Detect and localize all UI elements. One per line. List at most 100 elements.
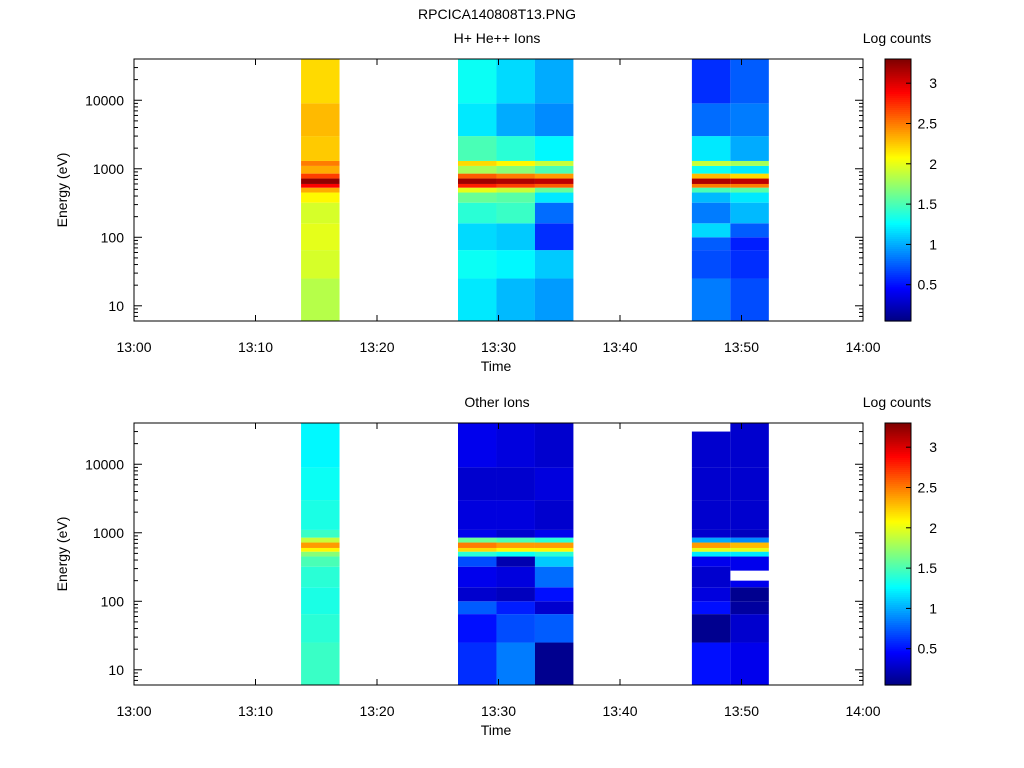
y-tick-label: 1000 — [93, 161, 124, 177]
colorbar-swatch — [885, 672, 911, 676]
colorbar-swatch — [885, 302, 911, 306]
colorbar-swatch — [885, 125, 911, 129]
heatmap-cell — [458, 192, 497, 203]
heatmap-cell — [458, 103, 497, 137]
colorbar-swatch — [885, 179, 911, 183]
colorbar-swatch — [885, 165, 911, 169]
heatmap-cell — [534, 187, 574, 193]
colorbar-swatch — [885, 457, 911, 460]
x-tick-label: 13:50 — [724, 703, 759, 719]
colorbar-tick-label: 2 — [929, 156, 937, 172]
heatmap-cell — [496, 192, 535, 203]
heatmap-cell — [301, 614, 340, 643]
heatmap-cell — [496, 566, 535, 588]
colorbar-swatch — [885, 296, 911, 300]
colorbar-swatch — [885, 447, 911, 450]
colorbar-swatch — [885, 256, 911, 260]
colorbar-swatch — [885, 493, 911, 497]
colorbar-swatch — [885, 541, 911, 545]
x-tick-label: 13:10 — [238, 703, 273, 719]
heatmap-cell — [496, 587, 535, 602]
chart-title: Other Ions — [464, 394, 529, 410]
heatmap-cell — [301, 556, 340, 567]
colorbar-swatch — [885, 505, 911, 509]
colorbar-swatch — [885, 286, 911, 290]
heatmap-cell — [691, 173, 731, 179]
colorbar-swatch — [885, 602, 911, 605]
heatmap-cells — [301, 59, 769, 321]
heatmap-cell — [534, 178, 574, 184]
heatmap-cell — [730, 59, 769, 104]
colorbar-tick-label: 1.5 — [918, 560, 938, 576]
colorbar-swatch — [885, 495, 911, 499]
colorbar-swatch — [885, 648, 911, 652]
colorbar-tick-label: 1 — [929, 600, 937, 616]
colorbar-swatch — [885, 318, 911, 322]
colorbar-label: Log counts — [863, 394, 932, 410]
x-tick-label: 13:10 — [238, 339, 273, 355]
colorbar-swatch — [885, 588, 911, 591]
colorbar-swatch — [885, 439, 911, 442]
colorbar-swatch — [885, 268, 911, 272]
colorbar-swatch — [885, 260, 911, 264]
colorbar-swatch — [885, 620, 911, 624]
heatmap-cell — [534, 551, 574, 557]
heatmap-cell — [691, 250, 731, 279]
heatmap-cell — [730, 556, 769, 571]
colorbar-swatch — [885, 545, 911, 549]
colorbar-swatch — [885, 566, 911, 569]
colorbar-swatch — [885, 435, 911, 438]
heatmap-cell — [691, 551, 731, 557]
heatmap-cell — [458, 250, 497, 279]
colorbar-swatch — [885, 294, 911, 298]
heatmap-cell — [496, 642, 535, 685]
colorbar-swatch — [885, 584, 911, 587]
heatmap-cell — [534, 173, 574, 179]
colorbar-swatch — [885, 79, 911, 82]
colorbar-swatch — [885, 183, 911, 187]
colorbar-swatch — [885, 109, 911, 112]
colorbar-swatch — [885, 133, 911, 137]
colorbar-swatch — [885, 664, 911, 668]
colorbar-swatch — [885, 192, 911, 195]
heatmap-cell — [458, 547, 497, 552]
heatmap-cell — [534, 202, 574, 224]
colorbar-swatch — [885, 670, 911, 674]
colorbar-swatch — [885, 131, 911, 135]
colorbar-swatch — [885, 634, 911, 638]
colorbar-swatch — [885, 642, 911, 646]
colorbar-swatch — [885, 592, 911, 595]
colorbar-swatch — [885, 314, 911, 318]
heatmap-cell — [458, 183, 497, 188]
heatmap-cell — [691, 192, 731, 203]
colorbar-tick-label: 1 — [929, 236, 937, 252]
colorbar-frame — [884, 422, 912, 686]
colorbar-swatch — [885, 155, 911, 159]
colorbar-swatch — [885, 465, 911, 468]
colorbar-swatch — [885, 622, 911, 626]
colorbar-swatch — [885, 216, 911, 219]
colorbar-swatch — [885, 262, 911, 266]
heatmap-cell — [730, 202, 769, 224]
colorbar-swatch — [885, 660, 911, 664]
heatmap-cell — [496, 500, 535, 530]
heatmap-cell — [730, 587, 769, 602]
heatmap-cell — [730, 136, 769, 161]
colorbar-swatch — [885, 282, 911, 286]
heatmap-cell — [458, 642, 497, 685]
heatmap-cell — [301, 160, 340, 166]
colorbar-swatch — [885, 129, 911, 133]
colorbar-swatch — [885, 473, 911, 476]
colorbar-swatch — [885, 576, 911, 579]
heatmap-cell — [496, 223, 535, 251]
colorbar-swatch — [885, 222, 911, 225]
colorbar-swatch — [885, 676, 911, 680]
heatmap-cell — [496, 183, 535, 188]
colorbar-swatch — [885, 187, 911, 191]
colorbar-swatch — [885, 491, 911, 495]
colorbar-swatch — [885, 153, 911, 157]
panel-h-he-ions: H+ He++ Ions Log counts Time Energy (eV)… — [54, 30, 937, 374]
colorbar-swatch — [885, 455, 911, 458]
colorbar-swatch — [885, 252, 911, 256]
colorbar-swatch — [885, 111, 911, 115]
